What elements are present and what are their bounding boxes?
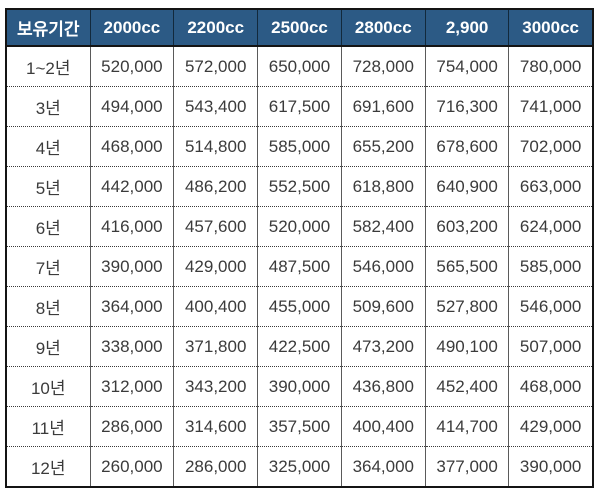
value-cell: 780,000: [508, 46, 593, 87]
table-row: 5년 442,000 486,200 552,500 618,800 640,900 663…: [6, 166, 593, 207]
table-row: 3년 494,000 543,400 617,500 691,600 716,300 741…: [6, 86, 593, 127]
period-cell: 11년: [6, 406, 91, 447]
value-cell: 442,000: [89, 166, 175, 207]
value-cell: 543,400: [173, 86, 259, 127]
value-cell: 487,500: [257, 246, 342, 287]
period-cell: 6년: [6, 206, 91, 247]
value-cell: 603,200: [424, 206, 510, 247]
value-cell: 640,900: [424, 166, 510, 207]
table-row: 1~2년 520,000 572,000 650,000 728,000 754,000 7…: [6, 46, 593, 87]
value-cell: 436,800: [340, 366, 426, 407]
value-cell: 390,000: [257, 366, 342, 407]
value-cell: 520,000: [257, 206, 342, 247]
value-cell: 364,000: [340, 446, 426, 487]
period-cell: 10년: [6, 366, 91, 407]
period-cell: 1~2년: [6, 46, 91, 87]
table-row: 7년 390,000 429,000 487,500 546,000 565,500 585…: [6, 246, 593, 287]
value-cell: 473,200: [340, 326, 426, 367]
table-row: 8년 364,000 400,400 455,000 509,600 527,800 546…: [6, 286, 593, 327]
value-cell: 691,600: [340, 86, 426, 127]
period-cell: 8년: [6, 286, 91, 327]
value-cell: 338,000: [89, 326, 175, 367]
period-cell: 12년: [6, 446, 91, 487]
header-row: 보유기간 2000cc 2200cc 2500cc 2800cc 2,900 3000cc: [6, 9, 593, 47]
header-column: 2800cc: [340, 9, 426, 47]
value-cell: 728,000: [340, 46, 426, 87]
value-cell: 582,400: [340, 206, 426, 247]
price-table: 보유기간 2000cc 2200cc 2500cc 2800cc 2,900 3000cc…: [5, 8, 594, 488]
value-cell: 546,000: [340, 246, 426, 287]
value-cell: 390,000: [89, 246, 175, 287]
value-cell: 429,000: [173, 246, 259, 287]
value-cell: 527,800: [424, 286, 510, 327]
value-cell: 585,000: [257, 126, 342, 167]
value-cell: 455,000: [257, 286, 342, 327]
value-cell: 585,000: [508, 246, 593, 287]
value-cell: 494,000: [89, 86, 175, 127]
header-column: 3000cc: [508, 9, 593, 47]
period-cell: 3년: [6, 86, 91, 127]
header-column: 2,900: [424, 9, 510, 47]
header-column: 2000cc: [89, 9, 175, 47]
value-cell: 343,200: [173, 366, 259, 407]
value-cell: 514,800: [173, 126, 259, 167]
value-cell: 702,000: [508, 126, 593, 167]
value-cell: 314,600: [173, 406, 259, 447]
value-cell: 390,000: [508, 446, 593, 487]
table-body: 1~2년 520,000 572,000 650,000 728,000 754,000 7…: [6, 46, 593, 487]
value-cell: 507,000: [508, 326, 593, 367]
table-row: 10년 312,000 343,200 390,000 436,800 452,400 46…: [6, 366, 593, 407]
value-cell: 741,000: [508, 86, 593, 127]
value-cell: 312,000: [89, 366, 175, 407]
period-cell: 9년: [6, 326, 91, 367]
value-cell: 371,800: [173, 326, 259, 367]
value-cell: 260,000: [89, 446, 175, 487]
header-column: 2200cc: [173, 9, 259, 47]
value-cell: 486,200: [173, 166, 259, 207]
value-cell: 520,000: [89, 46, 175, 87]
value-cell: 325,000: [257, 446, 342, 487]
table-row: 6년 416,000 457,600 520,000 582,400 603,200 624…: [6, 206, 593, 247]
header-column: 2500cc: [257, 9, 342, 47]
value-cell: 572,000: [173, 46, 259, 87]
value-cell: 754,000: [424, 46, 510, 87]
price-table-container: 보유기간 2000cc 2200cc 2500cc 2800cc 2,900 3000cc…: [5, 8, 594, 488]
value-cell: 429,000: [508, 406, 593, 447]
period-cell: 7년: [6, 246, 91, 287]
value-cell: 655,200: [340, 126, 426, 167]
header-period: 보유기간: [6, 9, 91, 47]
value-cell: 663,000: [508, 166, 593, 207]
value-cell: 624,000: [508, 206, 593, 247]
value-cell: 716,300: [424, 86, 510, 127]
value-cell: 400,400: [340, 406, 426, 447]
table-row: 9년 338,000 371,800 422,500 473,200 490,100 507…: [6, 326, 593, 367]
value-cell: 452,400: [424, 366, 510, 407]
value-cell: 286,000: [173, 446, 259, 487]
value-cell: 400,400: [173, 286, 259, 327]
value-cell: 650,000: [257, 46, 342, 87]
table-row: 4년 468,000 514,800 585,000 655,200 678,600 702…: [6, 126, 593, 167]
value-cell: 546,000: [508, 286, 593, 327]
value-cell: 457,600: [173, 206, 259, 247]
value-cell: 617,500: [257, 86, 342, 127]
value-cell: 678,600: [424, 126, 510, 167]
period-cell: 5년: [6, 166, 91, 207]
value-cell: 357,500: [257, 406, 342, 447]
value-cell: 422,500: [257, 326, 342, 367]
value-cell: 509,600: [340, 286, 426, 327]
value-cell: 286,000: [89, 406, 175, 447]
value-cell: 468,000: [89, 126, 175, 167]
value-cell: 468,000: [508, 366, 593, 407]
value-cell: 377,000: [424, 446, 510, 487]
value-cell: 414,700: [424, 406, 510, 447]
value-cell: 565,500: [424, 246, 510, 287]
value-cell: 416,000: [89, 206, 175, 247]
table-row: 11년 286,000 314,600 357,500 400,400 414,700 42…: [6, 406, 593, 447]
period-cell: 4년: [6, 126, 91, 167]
value-cell: 490,100: [424, 326, 510, 367]
value-cell: 552,500: [257, 166, 342, 207]
table-row: 12년 260,000 286,000 325,000 364,000 377,000 39…: [6, 446, 593, 487]
value-cell: 364,000: [89, 286, 175, 327]
value-cell: 618,800: [340, 166, 426, 207]
